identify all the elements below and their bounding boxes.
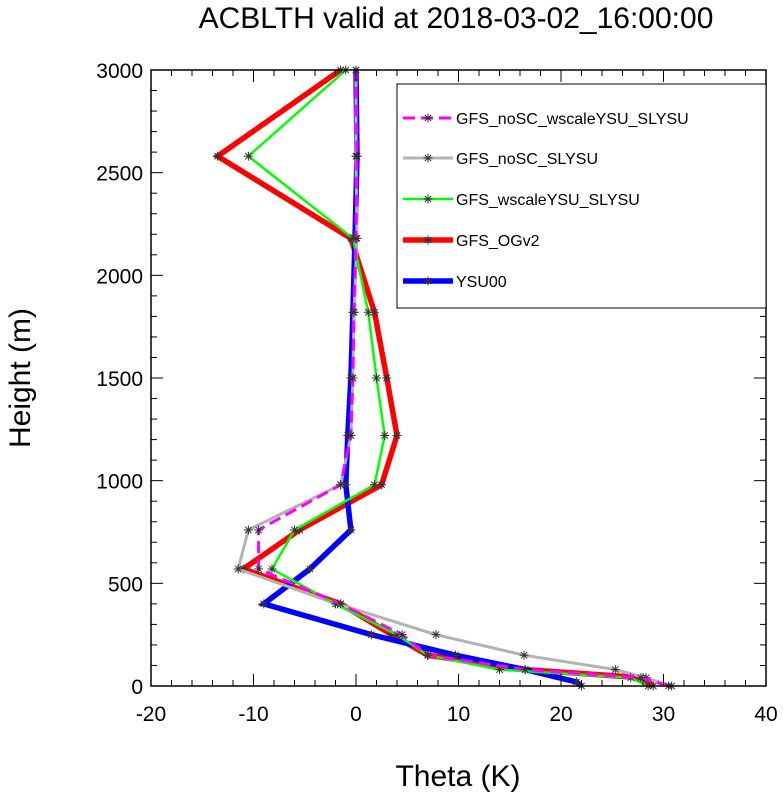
series-1-point-6 [336,599,346,609]
series-3-point-9 [369,480,379,490]
series-1-point-4 [423,650,433,660]
series-1-point-13 [351,233,361,243]
series-5-point-7 [305,564,315,574]
legend-entry-1: GFS_noSC_wscaleYSU_SLYSU [403,111,689,128]
series-1-point-3 [520,665,530,675]
y-tick-label: 1500 [96,368,143,391]
x-tick-label: 20 [549,703,572,726]
series-1-point-12 [349,307,359,317]
y-tick-label: 3000 [96,60,143,83]
series-1-point-10 [346,430,356,440]
series-2-point-7 [233,564,243,574]
series-5-point-4 [450,650,460,660]
y-axis-label: Height (m) [4,308,37,448]
y-tick-label: 1000 [96,471,143,494]
series-3-point-14 [243,151,253,161]
x-tick-label: -10 [238,703,268,726]
series-3-point-12 [363,307,373,317]
series-1-point-7 [254,564,264,574]
legend-marker-4 [423,235,433,245]
legend-entry-4: GFS_OGv2 [403,233,540,250]
series-5-point-2 [571,677,581,687]
series-2-point-4 [519,650,529,660]
series-1-point-14 [352,151,362,161]
y-tick-label: 2500 [96,163,143,186]
y-tick-label: 500 [108,573,143,596]
series-1-point-8 [254,525,264,535]
series-5-point-8 [346,525,356,535]
legend-label-3: GFS_wscaleYSU_SLYSU [456,192,640,209]
series-4-point-10 [392,430,402,440]
series-5-point-6 [259,599,269,609]
x-tick-label: 40 [754,703,777,726]
legend-label-2: GFS_noSC_SLYSU [456,151,598,168]
legend-marker-3 [423,194,433,204]
series-3-point-7 [267,564,277,574]
series-5-point-9 [341,480,351,490]
series-2-point-8 [243,525,253,535]
series-4-point-14 [213,151,223,161]
legend-box [396,83,767,309]
y-tick-label: 0 [131,676,143,699]
x-tick-label: -20 [136,703,166,726]
legend-entry-5: YSU00 [403,274,507,291]
series-3-point-10 [380,430,390,440]
x-axis-label: Theta (K) [395,760,520,793]
series-5-point-5 [366,630,376,640]
series-1-point-5 [397,630,407,640]
series-3-point-8 [290,525,299,535]
legend-entry-3: GFS_wscaleYSU_SLYSU [403,192,640,209]
series-1-point-2 [636,673,646,683]
x-tick-label: 0 [350,703,362,726]
legend-label-4: GFS_OGv2 [456,233,540,250]
legend-label-1: GFS_noSC_wscaleYSU_SLYSU [456,111,689,128]
legend-label-5: YSU00 [456,274,507,291]
legend-entry-2: GFS_noSC_SLYSU [403,151,598,168]
legend: GFS_noSC_wscaleYSU_SLYSU GFS_noSC_SLYSU GF… [396,83,767,309]
series-layer [212,65,677,691]
legend-marker-5 [423,276,433,286]
chart-title: ACBLTH valid at 2018-03-02_16:00:00 [199,2,714,35]
legend-marker-2 [423,153,433,163]
x-tick-label: 30 [652,703,675,726]
y-tick-label: 2000 [96,265,143,288]
series-1-point-9 [336,480,346,490]
series-3-point-11 [372,373,381,383]
series-2-point-5 [431,630,441,640]
series-1-point-11 [348,373,358,383]
legend-marker-1 [423,113,433,123]
series-4-point-11 [382,373,392,383]
x-tick-label: 10 [447,703,470,726]
series-2-point-3 [610,665,620,675]
